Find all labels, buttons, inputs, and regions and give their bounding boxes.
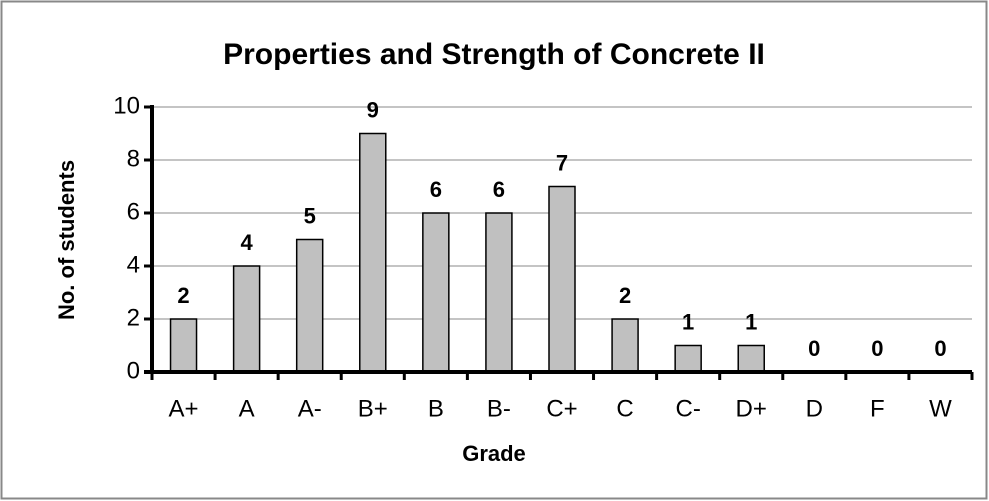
x-tick-label: B <box>428 395 444 422</box>
data-label: 1 <box>682 309 694 334</box>
x-tick-label: A+ <box>169 395 199 422</box>
y-axis-title: No. of students <box>54 160 79 320</box>
data-label: 6 <box>493 177 505 202</box>
y-tick-label: 2 <box>127 304 140 331</box>
y-tick-label: 0 <box>127 357 140 384</box>
x-tick-label: D+ <box>736 395 767 422</box>
data-label: 9 <box>367 97 379 122</box>
bar <box>169 318 198 373</box>
x-tick-label: B- <box>487 395 511 422</box>
data-label: 1 <box>745 309 757 334</box>
x-axis-title: Grade <box>462 441 526 466</box>
data-label: 2 <box>619 283 631 308</box>
bar <box>737 344 765 373</box>
x-tick-label: D <box>806 395 823 422</box>
data-label: 2 <box>177 283 189 308</box>
bar <box>422 212 450 373</box>
data-label: 0 <box>808 336 820 361</box>
x-tick-label: C- <box>675 395 700 422</box>
bar <box>485 212 513 373</box>
bar <box>674 344 702 373</box>
data-label: 5 <box>304 203 316 228</box>
data-label: 0 <box>871 336 883 361</box>
data-label: 6 <box>430 177 442 202</box>
bar <box>232 265 261 373</box>
y-tick-label: 6 <box>127 198 140 225</box>
x-tick-label: C <box>616 395 633 422</box>
y-tick-label: 10 <box>113 92 140 119</box>
bar <box>359 132 387 373</box>
y-tick-label: 8 <box>127 145 140 172</box>
x-tick-label: A <box>239 395 255 422</box>
bar <box>548 185 576 373</box>
data-label: 7 <box>556 150 568 175</box>
y-tick-label: 4 <box>127 251 140 278</box>
x-tick-label: C+ <box>546 395 577 422</box>
x-tick-label: F <box>870 395 885 422</box>
chart-title: Properties and Strength of Concrete II <box>223 38 765 71</box>
bar <box>295 238 324 373</box>
data-label: 4 <box>240 230 253 255</box>
bar <box>611 318 639 373</box>
x-tick-label: B+ <box>358 395 388 422</box>
x-tick-label: A- <box>298 395 322 422</box>
x-tick-label: W <box>929 395 952 422</box>
data-label: 0 <box>934 336 946 361</box>
